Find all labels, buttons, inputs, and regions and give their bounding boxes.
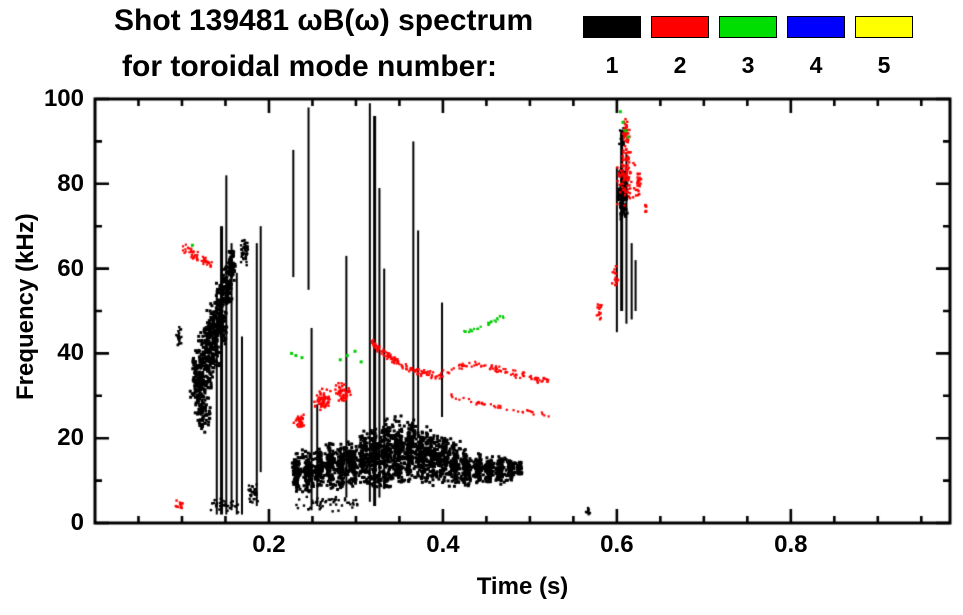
x-tick-label: 0.4 (426, 531, 460, 558)
x-tick-label: 0.8 (774, 531, 808, 558)
legend-label-mode-5: 5 (877, 52, 891, 78)
legend-swatch-mode-5 (855, 16, 913, 38)
y-tick-label: 20 (57, 424, 84, 452)
y-tick-label: 60 (57, 254, 84, 282)
y-axis-label: Frequency (kHz) (12, 213, 39, 400)
legend-swatch-mode-1 (583, 16, 641, 38)
y-tick-label: 100 (43, 85, 84, 112)
y-tick-label: 40 (57, 339, 84, 367)
x-axis-label: Time (s) (476, 573, 569, 600)
legend-label-mode-4: 4 (809, 52, 823, 78)
chart-subtitle: for toroidal mode number: (122, 50, 497, 83)
legend-label-mode-2: 2 (673, 52, 687, 78)
legend-numbers-row: 1 2 3 4 5 (583, 52, 913, 79)
legend-label-mode-3: 3 (741, 52, 755, 78)
y-tick-label: 80 (57, 169, 84, 197)
legend-swatch-mode-2 (651, 16, 709, 38)
legend-label-mode-1: 1 (605, 52, 619, 78)
x-tick-label: 0.2 (252, 531, 286, 558)
x-tick-label: 0.6 (600, 531, 634, 558)
y-tick-label: 0 (70, 509, 84, 536)
legend-swatches-row (583, 16, 913, 38)
legend-swatch-mode-3 (719, 16, 777, 38)
chart-title: Shot 139481 ωB(ω) spectrum (114, 4, 534, 37)
legend-swatch-mode-4 (787, 16, 845, 38)
